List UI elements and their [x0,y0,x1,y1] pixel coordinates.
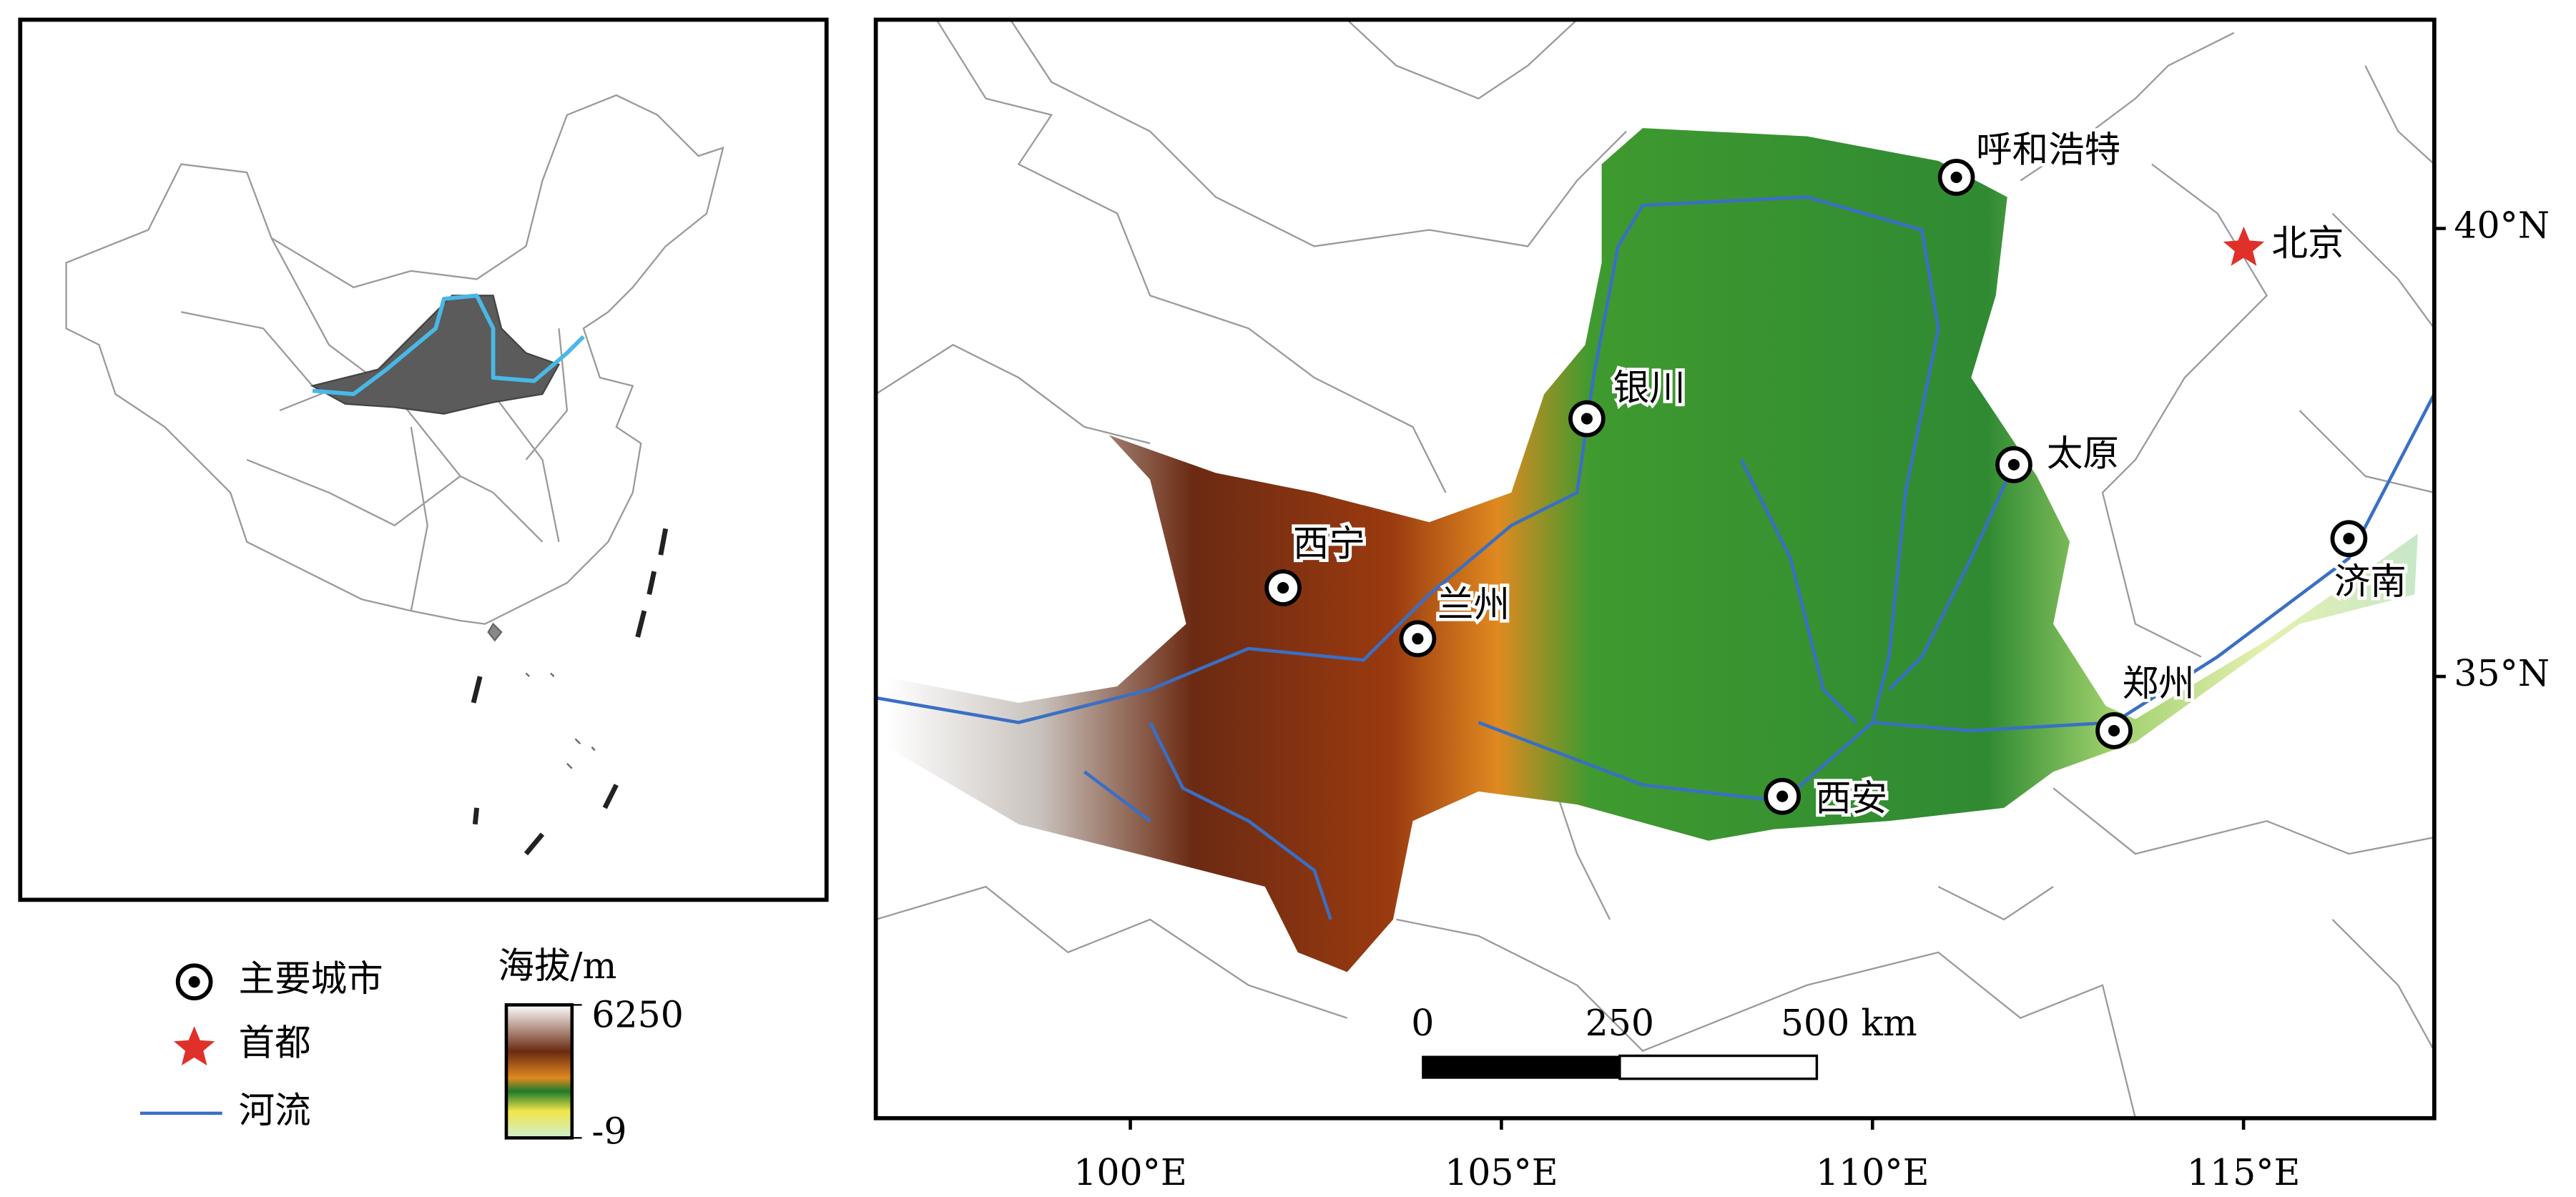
colorbar-ramp [504,1003,574,1140]
lon-tick-label: 110°E [1816,1151,1929,1193]
legend-star [173,1026,215,1066]
inset-frame [18,17,829,902]
city-label: 兰州 [1437,583,1510,626]
city-label: 西宁 [1293,523,1365,565]
islands [487,622,596,769]
legend-label: 主要城市 [239,957,383,1000]
lon-tick-label: 105°E [1445,1151,1558,1193]
lat-tick-label: 40°N [2454,205,2550,247]
scale-bar-white [1618,1054,1819,1080]
city-dot [1950,171,1962,184]
legend: 主要城市 首都 河流 [139,957,383,1131]
city-label: 西安 [1815,777,1887,819]
scale-label: 0 [1411,1002,1434,1044]
colorbar-label: -9 [591,1110,626,1153]
lon-tick-label: 115°E [2187,1151,2301,1193]
city-label: 济南 [2334,560,2407,602]
scale-bar-black [1422,1055,1620,1079]
province-lines [181,237,569,611]
city-dot [1776,790,1789,802]
capital-label: 北京 [2271,222,2344,264]
city-dot [1580,413,1593,425]
inset-map [18,17,829,902]
city-dot [1277,582,1289,594]
city-label: 银川 [1613,367,1686,409]
capital-star [2223,226,2265,266]
city-dot [2343,533,2355,545]
legend-label: 河流 [239,1089,311,1131]
yellow-river [875,195,2436,733]
colorbar-label: 6250 [591,994,684,1036]
scale-label: 500 km [1781,1002,1917,1044]
lat-tick-label: 35°N [2454,652,2550,694]
china-outline [65,94,724,625]
terrain [882,128,2418,972]
colorbar: 海拔/m 6250 -9 [498,945,683,1153]
map-frame [873,17,2437,1120]
city-dot [2108,724,2120,737]
legend-label: 首都 [239,1022,311,1064]
basin-area [310,295,561,415]
colorbar-title: 海拔/m [498,945,616,987]
legend-city-dot [188,976,200,988]
inset-river [312,293,585,396]
scale-label: 250 [1586,1002,1654,1044]
tributaries [1083,458,2016,920]
city-label: 呼和浩特 [1976,129,2120,171]
city-label: 郑州 [2123,662,2195,704]
dashed-boundary [471,528,669,856]
city-label: 太原 [2047,432,2119,474]
scale-bar: 0 250 500 km [1411,1002,1917,1080]
city-dot [2007,458,2020,471]
lon-tick-label: 100°E [1073,1151,1187,1193]
city-dot [1412,633,1424,645]
